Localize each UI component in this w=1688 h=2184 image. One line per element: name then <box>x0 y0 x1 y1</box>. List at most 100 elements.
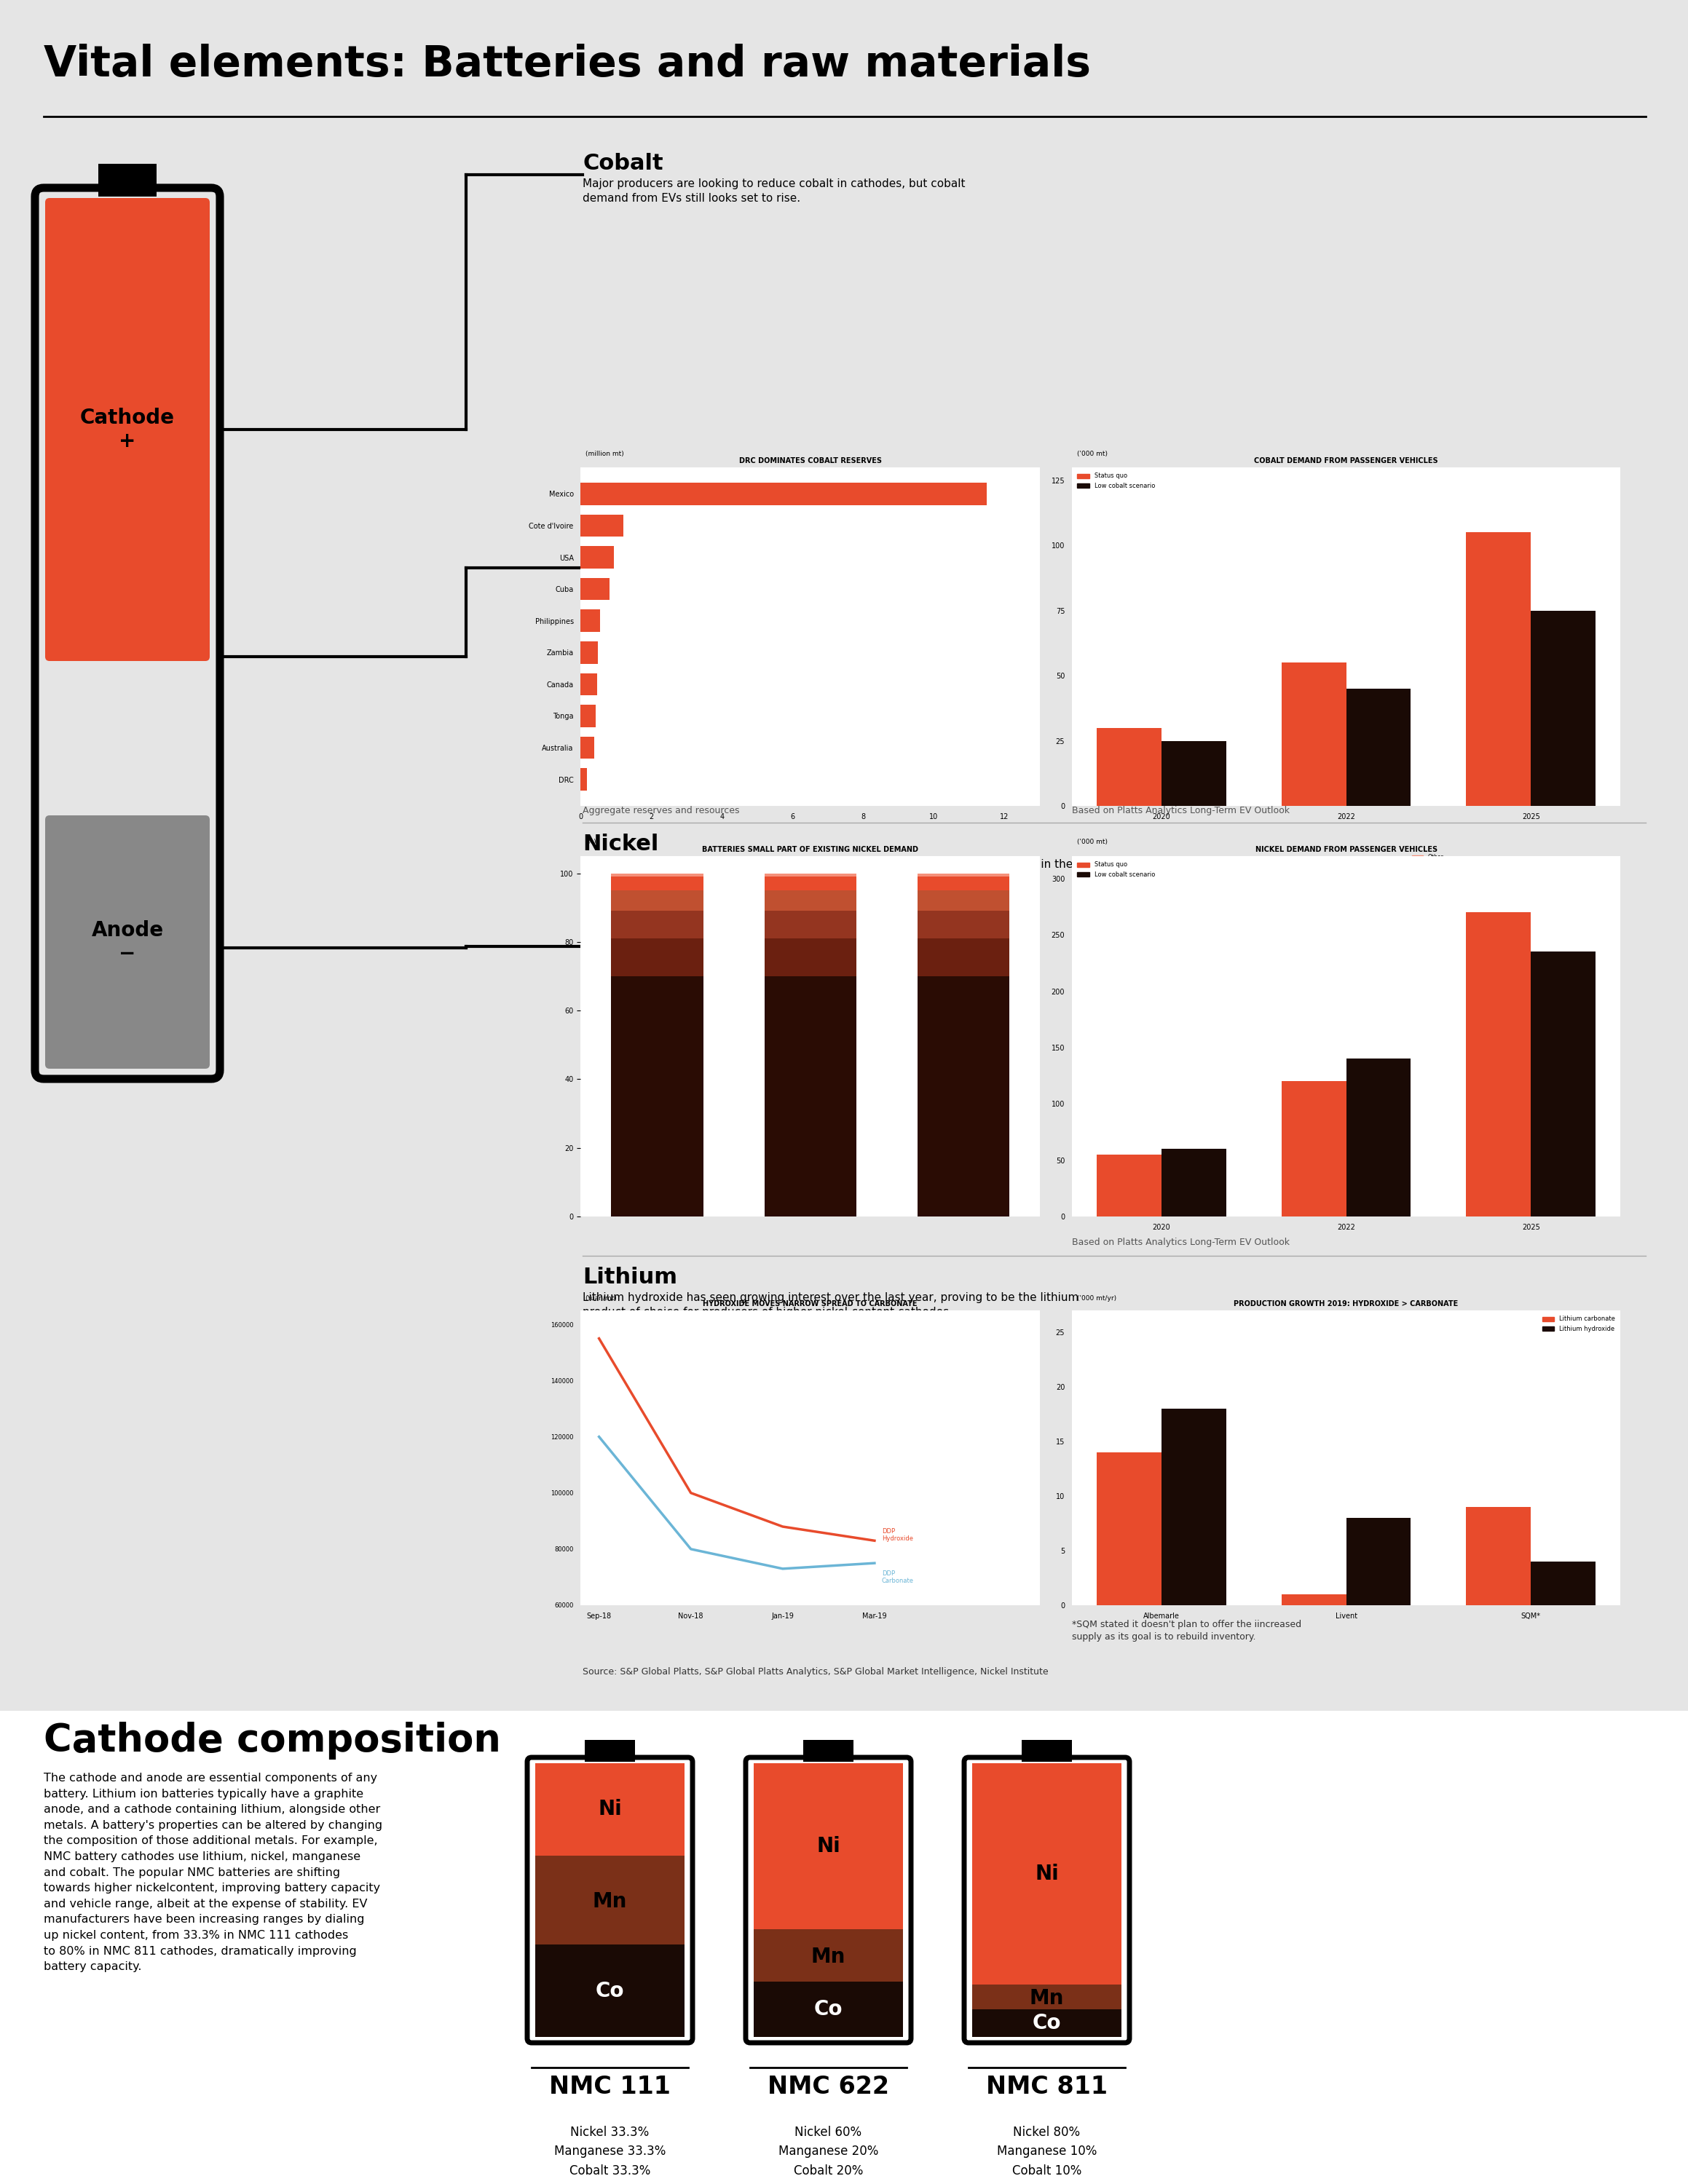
FancyBboxPatch shape <box>527 1758 692 2042</box>
Text: NMC 622: NMC 622 <box>768 2075 890 2099</box>
Bar <box>581 673 598 695</box>
Bar <box>1467 913 1531 1216</box>
FancyBboxPatch shape <box>46 815 209 1068</box>
Text: Co: Co <box>814 1998 842 2020</box>
Text: The cathode and anode are essential components of any
battery. Lithium ion batte: The cathode and anode are essential comp… <box>44 1773 383 1972</box>
Text: Co: Co <box>1033 2014 1062 2033</box>
Bar <box>1097 727 1161 806</box>
Bar <box>917 911 1009 939</box>
Text: Mn: Mn <box>812 1946 846 1968</box>
Text: Lithium hydroxide has seen growing interest over the last year, proving to be th: Lithium hydroxide has seen growing inter… <box>582 1293 1079 1317</box>
Bar <box>765 891 856 911</box>
Legend: Other, Batteries, Plating, Alloy steels and casting, Non-ferrous alloys, Stainle: Other, Batteries, Plating, Alloy steels … <box>1409 852 1496 909</box>
Text: Vital elements: Batteries and raw materials: Vital elements: Batteries and raw materi… <box>44 44 1090 85</box>
Text: Major producers are looking to reduce cobalt in cathodes, but cobalt
demand from: Major producers are looking to reduce co… <box>582 179 966 203</box>
Bar <box>1097 1452 1161 1605</box>
Title: COBALT DEMAND FROM PASSENGER VEHICLES: COBALT DEMAND FROM PASSENGER VEHICLES <box>1254 456 1438 465</box>
Text: Mn: Mn <box>1030 1987 1063 2009</box>
Bar <box>765 976 856 1216</box>
Bar <box>581 609 601 631</box>
Text: Cathode
+: Cathode + <box>79 408 176 452</box>
Title: HYDROXIDE MOVES NARROW SPREAD TO CARBONATE: HYDROXIDE MOVES NARROW SPREAD TO CARBONA… <box>702 1299 918 1308</box>
Bar <box>611 939 704 976</box>
Bar <box>0 1710 1688 2184</box>
Bar <box>1347 1518 1411 1605</box>
Bar <box>765 876 856 891</box>
Bar <box>1281 1594 1347 1605</box>
Bar <box>581 705 596 727</box>
Bar <box>917 939 1009 976</box>
Bar <box>1531 612 1595 806</box>
Text: ('000 mt): ('000 mt) <box>1077 450 1107 456</box>
Text: NMC 811: NMC 811 <box>986 2075 1107 2099</box>
Bar <box>1531 1562 1595 1605</box>
FancyBboxPatch shape <box>35 188 219 1079</box>
FancyBboxPatch shape <box>746 1758 912 2042</box>
Bar <box>755 1981 903 2038</box>
Title: PRODUCTION GROWTH 2019: HYDROXIDE > CARBONATE: PRODUCTION GROWTH 2019: HYDROXIDE > CARB… <box>1234 1299 1458 1308</box>
Text: Mn: Mn <box>592 1891 628 1911</box>
Text: Ni: Ni <box>598 1800 621 1819</box>
Text: Aggregate reserves and resources: Aggregate reserves and resources <box>582 806 739 815</box>
Bar <box>1467 1507 1531 1605</box>
Bar <box>581 769 587 791</box>
Bar <box>581 579 609 601</box>
Bar <box>917 876 1009 891</box>
Text: DDP
Hydroxide: DDP Hydroxide <box>881 1529 913 1542</box>
Bar <box>755 1928 903 1985</box>
Bar <box>535 1762 685 1856</box>
Text: ('000 mt): ('000 mt) <box>1077 839 1107 845</box>
Text: Nickel 60%
Manganese 20%
Cobalt 20%: Nickel 60% Manganese 20% Cobalt 20% <box>778 2125 878 2177</box>
Bar <box>972 1985 1121 2011</box>
Bar <box>917 976 1009 1216</box>
Text: DDP
Carbonate: DDP Carbonate <box>881 1570 913 1583</box>
Text: ('000 mt/yr): ('000 mt/yr) <box>1077 1295 1117 1302</box>
Bar <box>972 1762 1121 1985</box>
Bar <box>972 2009 1121 2038</box>
Text: Co: Co <box>596 1981 625 2001</box>
Title: NICKEL DEMAND FROM PASSENGER VEHICLES: NICKEL DEMAND FROM PASSENGER VEHICLES <box>1256 845 1436 854</box>
Bar <box>1097 1155 1161 1216</box>
Text: Nickel 33.3%
Manganese 33.3%
Cobalt 33.3%: Nickel 33.3% Manganese 33.3% Cobalt 33.3… <box>554 2125 665 2177</box>
Bar <box>1161 1409 1225 1605</box>
Bar <box>98 164 157 197</box>
Bar <box>584 1741 635 1762</box>
Bar <box>1281 662 1347 806</box>
Bar <box>1531 952 1595 1216</box>
Text: Ni: Ni <box>817 1837 841 1856</box>
Text: Lithium: Lithium <box>582 1267 677 1289</box>
Text: *SQM stated it doesn't plan to offer the iincreased
supply as its goal is to reb: *SQM stated it doesn't plan to offer the… <box>1072 1621 1301 1642</box>
Bar <box>581 642 598 664</box>
Bar <box>611 911 704 939</box>
Text: Cathode composition: Cathode composition <box>44 1721 501 1760</box>
Bar <box>611 876 704 891</box>
Text: NMC 111: NMC 111 <box>549 2075 670 2099</box>
Bar <box>581 515 623 537</box>
FancyBboxPatch shape <box>46 199 209 662</box>
Bar <box>765 939 856 976</box>
Bar <box>611 976 704 1216</box>
Text: Source: S&P Global Platts, S&P Global Platts Analytics, S&P Global Market Intell: Source: S&P Global Platts, S&P Global Pl… <box>582 1666 1048 1677</box>
Text: (million mt): (million mt) <box>586 450 623 456</box>
Bar <box>535 1944 685 2038</box>
Bar <box>1281 1081 1347 1216</box>
Text: Cobalt: Cobalt <box>582 153 663 175</box>
Bar <box>755 1762 903 1928</box>
Bar <box>611 874 704 876</box>
FancyBboxPatch shape <box>964 1758 1129 2042</box>
Bar <box>581 483 987 505</box>
Bar <box>535 1856 685 1948</box>
Bar <box>1021 1741 1072 1762</box>
Bar <box>1347 688 1411 806</box>
Text: Ni: Ni <box>1035 1863 1058 1885</box>
Bar <box>917 891 1009 911</box>
Bar <box>917 874 1009 876</box>
Bar <box>581 546 614 568</box>
Text: Anode
−: Anode − <box>91 919 164 963</box>
Bar <box>1161 740 1225 806</box>
Bar <box>1347 1059 1411 1216</box>
Text: Based on Platts Analytics Long-Term EV Outlook: Based on Platts Analytics Long-Term EV O… <box>1072 806 1290 815</box>
Text: Based on Platts Analytics Long-Term EV Outlook: Based on Platts Analytics Long-Term EV O… <box>1072 1238 1290 1247</box>
Legend: Status quo, Low cobalt scenario: Status quo, Low cobalt scenario <box>1075 470 1158 491</box>
Title: BATTERIES SMALL PART OF EXISTING NICKEL DEMAND: BATTERIES SMALL PART OF EXISTING NICKEL … <box>702 845 918 854</box>
